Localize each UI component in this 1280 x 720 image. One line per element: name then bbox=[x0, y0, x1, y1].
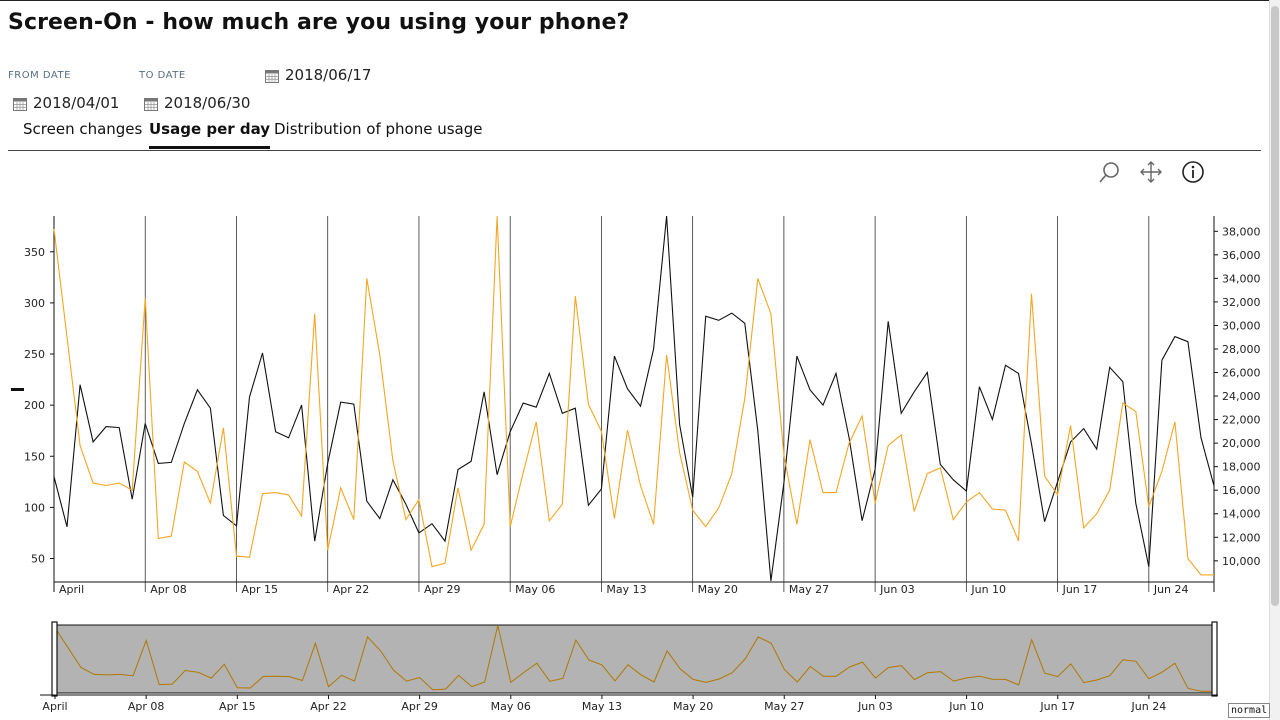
pan-icon[interactable] bbox=[1139, 160, 1163, 184]
navigator-series-line bbox=[54, 625, 1214, 692]
right-tick-label: 12,000 bbox=[1222, 531, 1261, 544]
x-tick-label: Jun 24 bbox=[1153, 583, 1189, 596]
legend-marker bbox=[11, 388, 24, 391]
left-tick-label: 100 bbox=[24, 501, 45, 514]
right-tick-label: 30,000 bbox=[1222, 319, 1261, 332]
navigator-tick-label: Jun 10 bbox=[948, 700, 984, 713]
x-tick-label: May 27 bbox=[789, 583, 829, 596]
left-tick-label: 350 bbox=[24, 246, 45, 259]
right-tick-label: 16,000 bbox=[1222, 484, 1261, 497]
left-tick-label: 150 bbox=[24, 450, 45, 463]
navigator-tick-label: April bbox=[42, 700, 67, 713]
tab-distribution[interactable]: Distribution of phone usage bbox=[274, 120, 483, 138]
right-tick-label: 34,000 bbox=[1222, 272, 1261, 285]
left-tick-label: 200 bbox=[24, 399, 45, 412]
info-icon[interactable] bbox=[1181, 160, 1205, 184]
zoom-icon[interactable] bbox=[1098, 160, 1122, 184]
right-tick-label: 24,000 bbox=[1222, 390, 1261, 403]
series-line-usage bbox=[53, 215, 1214, 576]
calendar-icon bbox=[13, 97, 27, 111]
to-date-label: TO DATE bbox=[139, 70, 186, 81]
x-tick-label: May 13 bbox=[606, 583, 646, 596]
x-tick-label: Jun 17 bbox=[1062, 583, 1098, 596]
x-tick-label: Jun 10 bbox=[970, 583, 1006, 596]
left-tick-label: 250 bbox=[24, 348, 45, 361]
navigator-tick-label: Apr 22 bbox=[310, 700, 347, 713]
tab-screen-changes[interactable]: Screen changes bbox=[23, 120, 143, 138]
x-tick-label: May 06 bbox=[515, 583, 555, 596]
page-scrollbar[interactable] bbox=[1269, 0, 1280, 720]
x-tick-label: Apr 22 bbox=[333, 583, 370, 596]
navigator-tick-label: Jun 03 bbox=[857, 700, 893, 713]
x-tick-label: May 20 bbox=[698, 583, 738, 596]
navigator-handle-right bbox=[1211, 621, 1218, 697]
to-date-picker[interactable]: 2018/06/30 bbox=[144, 94, 250, 112]
navigator-tick-label: May 13 bbox=[582, 700, 622, 713]
x-tick-label: Apr 08 bbox=[150, 583, 187, 596]
navigator-tick-label: May 27 bbox=[764, 700, 804, 713]
x-tick-label: Jun 03 bbox=[879, 583, 915, 596]
right-tick-label: 38,000 bbox=[1222, 225, 1261, 238]
navigator-tick-label: Jun 17 bbox=[1039, 700, 1075, 713]
from-date-label: FROM DATE bbox=[8, 70, 71, 81]
right-tick-label: 36,000 bbox=[1222, 249, 1261, 262]
right-tick-label: 22,000 bbox=[1222, 414, 1261, 427]
right-tick-label: 14,000 bbox=[1222, 508, 1261, 521]
right-tick-label: 10,000 bbox=[1222, 555, 1261, 568]
x-tick-label: Apr 15 bbox=[241, 583, 278, 596]
tab-bar: Screen changes Usage per day Distributio… bbox=[8, 118, 1261, 151]
navigator-tick-label: Apr 15 bbox=[219, 700, 256, 713]
left-tick-label: 50 bbox=[31, 552, 45, 565]
navigator-selection bbox=[54, 624, 1215, 694]
right-tick-label: 26,000 bbox=[1222, 367, 1261, 380]
scrollbar-thumb[interactable] bbox=[1271, 6, 1279, 606]
tab-usage-per-day[interactable]: Usage per day bbox=[149, 120, 271, 149]
navigator-tick-label: Apr 08 bbox=[128, 700, 165, 713]
mode-badge: normal bbox=[1228, 703, 1271, 718]
right-tick-label: 28,000 bbox=[1222, 343, 1261, 356]
selected-date-value: 2018/06/17 bbox=[285, 66, 372, 84]
from-date-picker[interactable]: 2018/04/01 bbox=[13, 94, 119, 112]
navigator-handle-left bbox=[51, 621, 58, 697]
page-title: Screen-On - how much are you using your … bbox=[8, 10, 630, 35]
right-tick-label: 18,000 bbox=[1222, 461, 1261, 474]
navigator-tick-label: Apr 29 bbox=[401, 700, 438, 713]
navigator-tick-label: Jun 24 bbox=[1131, 700, 1167, 713]
selected-date-picker[interactable]: 2018/06/17 bbox=[265, 66, 371, 84]
calendar-icon bbox=[144, 97, 158, 111]
right-tick-label: 20,000 bbox=[1222, 437, 1261, 450]
left-tick-label: 300 bbox=[24, 297, 45, 310]
x-tick-label: Apr 29 bbox=[424, 583, 461, 596]
navigator-tick-label: May 20 bbox=[673, 700, 713, 713]
from-date-value: 2018/04/01 bbox=[33, 94, 120, 112]
series-line-changes bbox=[53, 215, 1215, 582]
calendar-icon bbox=[265, 69, 279, 83]
right-tick-label: 32,000 bbox=[1222, 296, 1261, 309]
to-date-value: 2018/06/30 bbox=[164, 94, 251, 112]
navigator-tick-label: May 06 bbox=[491, 700, 531, 713]
window-top-border bbox=[0, 0, 1280, 1]
x-tick-label: April bbox=[59, 583, 84, 596]
